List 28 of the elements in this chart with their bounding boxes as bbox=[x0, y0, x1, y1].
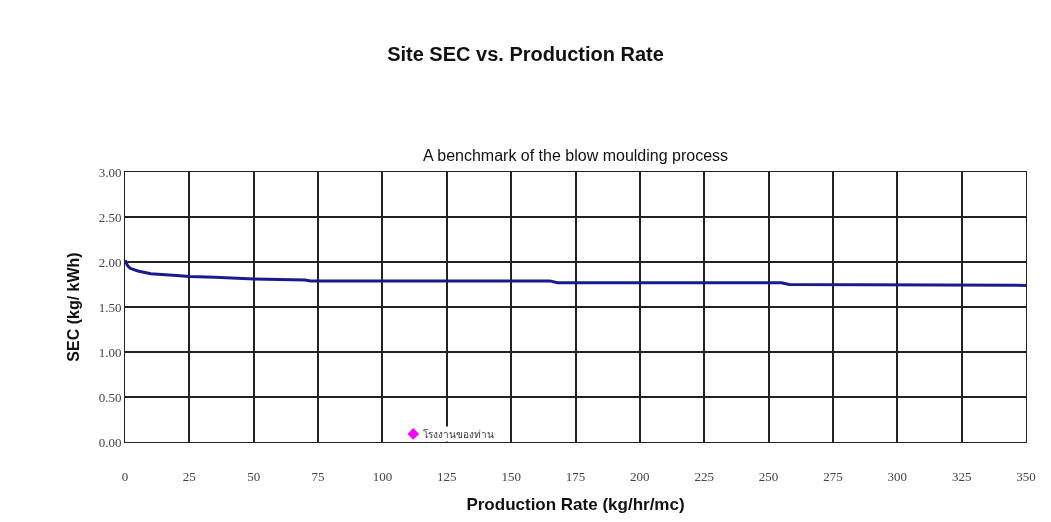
series-label: โรงงานของท่าน bbox=[423, 428, 494, 440]
chart-title: Site SEC vs. Production Rate bbox=[387, 42, 664, 65]
x-tick-label: 100 bbox=[372, 468, 393, 484]
y-tick-label: 2.50 bbox=[98, 209, 122, 225]
x-tick-label: 25 bbox=[182, 468, 196, 484]
x-tick-label: 200 bbox=[630, 468, 650, 484]
x-tick-label: 250 bbox=[758, 468, 779, 484]
chart-subtitle: A benchmark of the blow moulding process bbox=[423, 147, 729, 164]
x-tick-label: 350 bbox=[1016, 468, 1036, 484]
x-tick-label: 125 bbox=[437, 468, 457, 484]
y-tick-label: 1.50 bbox=[98, 299, 122, 315]
x-tick-label: 150 bbox=[501, 468, 521, 484]
y-tick-label: 1.00 bbox=[98, 344, 122, 360]
x-axis-title: Production Rate (kg/hr/mc) bbox=[466, 495, 685, 514]
x-tick-label: 0 bbox=[121, 468, 129, 484]
x-tick-label: 225 bbox=[694, 468, 714, 484]
x-tick-label: 75 bbox=[311, 468, 325, 484]
line-series bbox=[125, 258, 1026, 287]
y-tick-label: 0.00 bbox=[98, 434, 122, 450]
y-axis-title: SEC (kg/ kWh) bbox=[64, 252, 82, 362]
y-tick-label: 3.00 bbox=[98, 164, 122, 180]
x-tick-label: 300 bbox=[887, 468, 908, 484]
x-tick-label: 275 bbox=[823, 468, 843, 484]
x-tick-label: 50 bbox=[247, 468, 261, 484]
x-tick-label: 325 bbox=[951, 468, 972, 484]
y-tick-label: 2.00 bbox=[98, 254, 122, 270]
x-tick-label: 175 bbox=[565, 468, 586, 484]
y-tick-label: 0.50 bbox=[98, 389, 122, 405]
